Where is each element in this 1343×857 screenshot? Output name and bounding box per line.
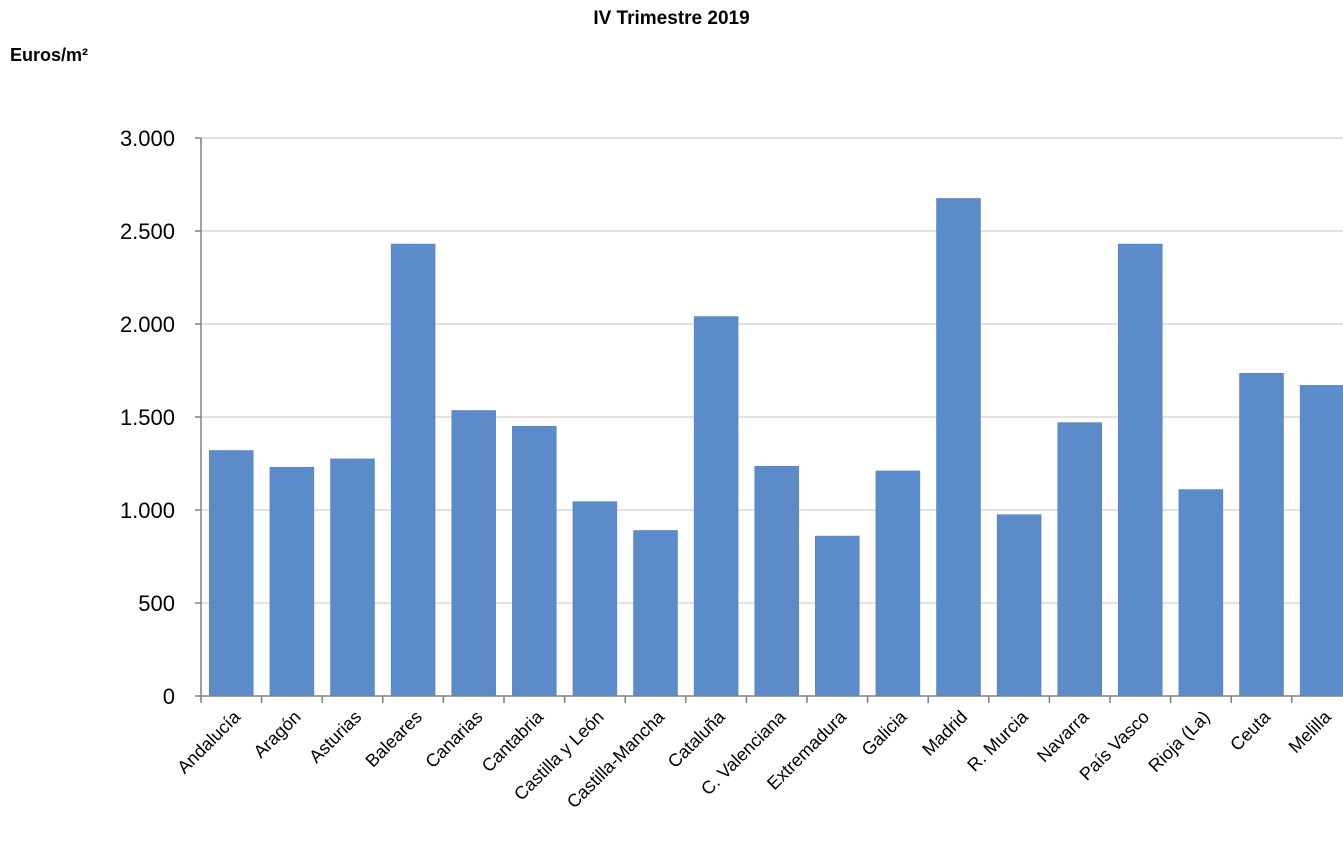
y-tick-label: 3.000	[120, 126, 175, 151]
y-tick-label: 500	[138, 591, 175, 616]
y-tick-label: 2.000	[120, 312, 175, 337]
bar	[997, 515, 1041, 696]
x-tick-label: R. Murcia	[963, 706, 1032, 775]
bar	[391, 244, 435, 696]
bars	[209, 198, 1343, 696]
y-tick-label: 1.000	[120, 498, 175, 523]
y-tick-label: 2.500	[120, 219, 175, 244]
bar	[1058, 423, 1102, 696]
x-tick-label: Navarra	[1033, 706, 1093, 766]
bar	[452, 410, 496, 696]
x-tick-label: Madrid	[918, 707, 971, 760]
bar	[876, 471, 920, 696]
x-tick-label: Galicia	[858, 706, 912, 760]
bar	[694, 317, 738, 696]
bar	[512, 426, 556, 696]
bar	[937, 198, 981, 696]
bar	[1300, 385, 1343, 696]
bar	[270, 467, 314, 696]
x-tick-label: Baleares	[362, 707, 426, 771]
x-tick-label: Melilla	[1285, 706, 1336, 757]
bar	[209, 450, 253, 696]
y-tick-labels: 0 500 1.000 1.500 2.000 2.500 3.000	[120, 126, 175, 709]
bar	[755, 466, 799, 696]
bar	[634, 530, 678, 696]
x-tick-label: Ceuta	[1226, 706, 1275, 755]
x-tick-label: Asturias	[305, 707, 365, 767]
bar	[1179, 490, 1223, 696]
bar	[331, 459, 375, 696]
bar	[815, 536, 859, 696]
bar	[1240, 373, 1284, 696]
x-tick-label: Aragón	[250, 707, 305, 762]
x-tick-label: Andalucía	[173, 706, 244, 777]
bar	[573, 502, 617, 696]
y-tick-label: 0	[163, 684, 175, 709]
bar	[1118, 244, 1162, 696]
x-tick-label: Rioja (La)	[1144, 707, 1213, 776]
y-tick-label: 1.500	[120, 405, 175, 430]
x-tick-labels: Andalucía Aragón AsturiasBalearesCanariasC…	[173, 706, 1335, 812]
